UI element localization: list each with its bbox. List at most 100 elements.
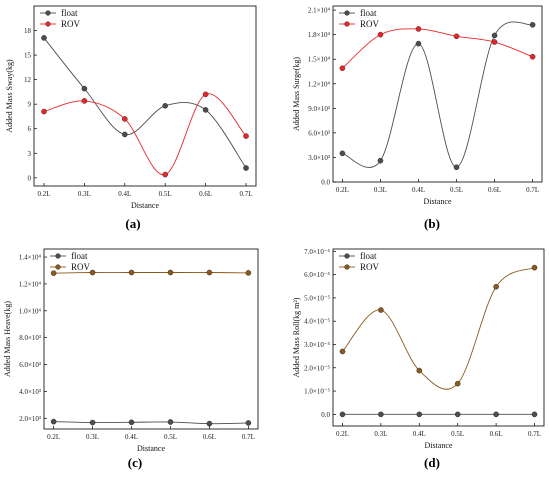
series-line-rov: [53, 272, 249, 274]
data-point-rov: [162, 171, 169, 178]
data-point-float: [121, 131, 128, 138]
data-point-rov: [416, 367, 423, 374]
legend-label: float: [360, 251, 377, 261]
data-point-float: [415, 40, 422, 47]
panel-label: (d): [424, 455, 440, 470]
x-tick-label: 0.4L: [412, 186, 425, 194]
x-tick-label: 0.6L: [203, 433, 216, 441]
y-tick-label: 5.0×10⁻⁵: [304, 294, 330, 302]
x-tick-label: 0.3L: [374, 430, 387, 438]
legend-label: ROV: [71, 262, 91, 272]
chart-panel-4: 0.0 1.0×10⁻⁵ 2.0×10⁻⁵ 3.0×10⁻⁵ 4.0×10⁻⁵ 5.0×1…: [292, 248, 545, 470]
data-point-rov: [89, 269, 96, 276]
x-tick-label: 0.3L: [86, 433, 99, 441]
data-point-float: [339, 411, 346, 418]
legend-label: float: [71, 251, 88, 261]
data-point-rov: [121, 116, 128, 122]
data-point-float: [493, 411, 499, 418]
data-point-rov: [491, 39, 498, 45]
x-tick-label: 0.7L: [239, 190, 252, 198]
y-tick-label: 2.0×10⁻⁵: [304, 364, 330, 372]
legend-marker: [344, 21, 350, 27]
y-axis-title: Added Mass Heave(kg): [3, 301, 12, 377]
x-tick-label: 0.2L: [47, 433, 60, 441]
data-point-float: [378, 411, 384, 418]
x-axis-title: Distance: [425, 441, 453, 450]
legend-label: ROV: [360, 19, 380, 29]
y-tick-label: 3.0×10³: [308, 154, 330, 162]
data-point-float: [81, 85, 88, 92]
y-axis-title: Added Mass Sway(kg): [5, 59, 14, 133]
x-tick-label: 0.2L: [336, 186, 349, 194]
y-tick-label: 8.0×10³: [19, 334, 41, 342]
legend-label: ROV: [360, 262, 380, 272]
x-tick-label: 0.3L: [78, 190, 91, 198]
y-tick-label: 6.0×10⁻⁵: [304, 271, 330, 279]
x-tick-label: 0.2L: [336, 430, 349, 438]
data-point-float: [416, 411, 423, 418]
legend-marker: [55, 253, 61, 259]
data-point-float: [245, 420, 252, 426]
data-point-float: [41, 35, 47, 41]
y-axis-title: Added Mass Surge(kg): [292, 57, 301, 131]
y-tick-label: 15: [24, 52, 32, 60]
y-tick-label: 4.0×10⁻⁵: [304, 318, 330, 326]
y-tick-label: 6: [28, 125, 32, 133]
series-line-rov: [342, 267, 535, 390]
y-axis-title: Added Mass Roll(kg m²): [292, 297, 301, 377]
x-tick-label: 0.6L: [488, 186, 501, 194]
data-point-rov: [167, 269, 174, 276]
data-point-float: [89, 419, 96, 426]
y-tick-label: 2.0×10³: [19, 415, 41, 423]
legend-label: float: [61, 8, 78, 18]
y-tick-label: 1.2×10⁴: [308, 80, 331, 88]
data-point-float: [377, 157, 384, 164]
data-point-rov: [41, 108, 47, 115]
y-tick-label: 3.0×10⁻⁵: [304, 341, 330, 349]
chart-panel-1: 0 3 6 9 12 15 18 0.2L 0.3L 0.4L 0.5L 0.6L 0.7L Distan…: [5, 5, 257, 231]
y-tick-label: 0: [28, 174, 32, 182]
panel-label: (c): [128, 455, 142, 470]
series-line-rov: [342, 28, 533, 69]
data-point-float: [202, 107, 209, 113]
chart-panel-3: 2.0×10³ 4.0×10³ 6.0×10³ 8.0×10³ 1.0×10⁴ 1.2×1…: [3, 248, 259, 470]
panel-label: (a): [125, 216, 140, 231]
x-tick-label: 0.5L: [450, 186, 463, 194]
x-tick-label: 0.3L: [374, 186, 387, 194]
data-point-rov: [243, 133, 249, 139]
data-point-rov: [81, 98, 88, 104]
y-tick-label: 6.0×10³: [19, 361, 41, 369]
data-point-float: [491, 32, 498, 39]
data-point-float: [453, 164, 460, 171]
data-point-float: [128, 419, 135, 426]
legend-label: float: [360, 8, 377, 18]
x-tick-label: 0.2L: [37, 190, 50, 198]
data-point-rov: [202, 91, 209, 98]
data-point-rov: [454, 380, 461, 387]
data-point-rov: [378, 307, 384, 313]
data-point-rov: [339, 348, 346, 355]
plot-frame: [43, 248, 259, 430]
panel-label: (b): [424, 216, 440, 231]
y-tick-label: 9: [28, 101, 32, 109]
data-point-rov: [377, 31, 384, 38]
x-tick-label: 0.5L: [159, 190, 172, 198]
plot-frame: [332, 248, 545, 427]
legend-marker: [344, 264, 350, 270]
x-tick-label: 0.7L: [526, 186, 539, 194]
data-point-float: [243, 165, 249, 171]
y-tick-label: 2.1×10⁴: [308, 7, 331, 15]
y-tick-label: 1.0×10⁻⁵: [304, 388, 330, 396]
data-point-float: [454, 411, 461, 418]
legend-marker: [45, 21, 51, 27]
data-point-rov: [415, 26, 422, 32]
y-tick-label: 1.2×10⁴: [19, 280, 42, 288]
chart-panel-2: 0.0 3.0×10³ 6.0×10³ 9.0×10³ 1.2×10⁴ 1.5×10⁴ 1.…: [292, 5, 543, 231]
data-point-float: [162, 103, 169, 109]
data-point-float: [339, 150, 346, 157]
y-tick-label: 3: [28, 150, 32, 158]
y-tick-label: 1.4×10⁴: [19, 254, 42, 262]
plot-frame: [332, 5, 543, 183]
series-line-float: [342, 21, 533, 168]
